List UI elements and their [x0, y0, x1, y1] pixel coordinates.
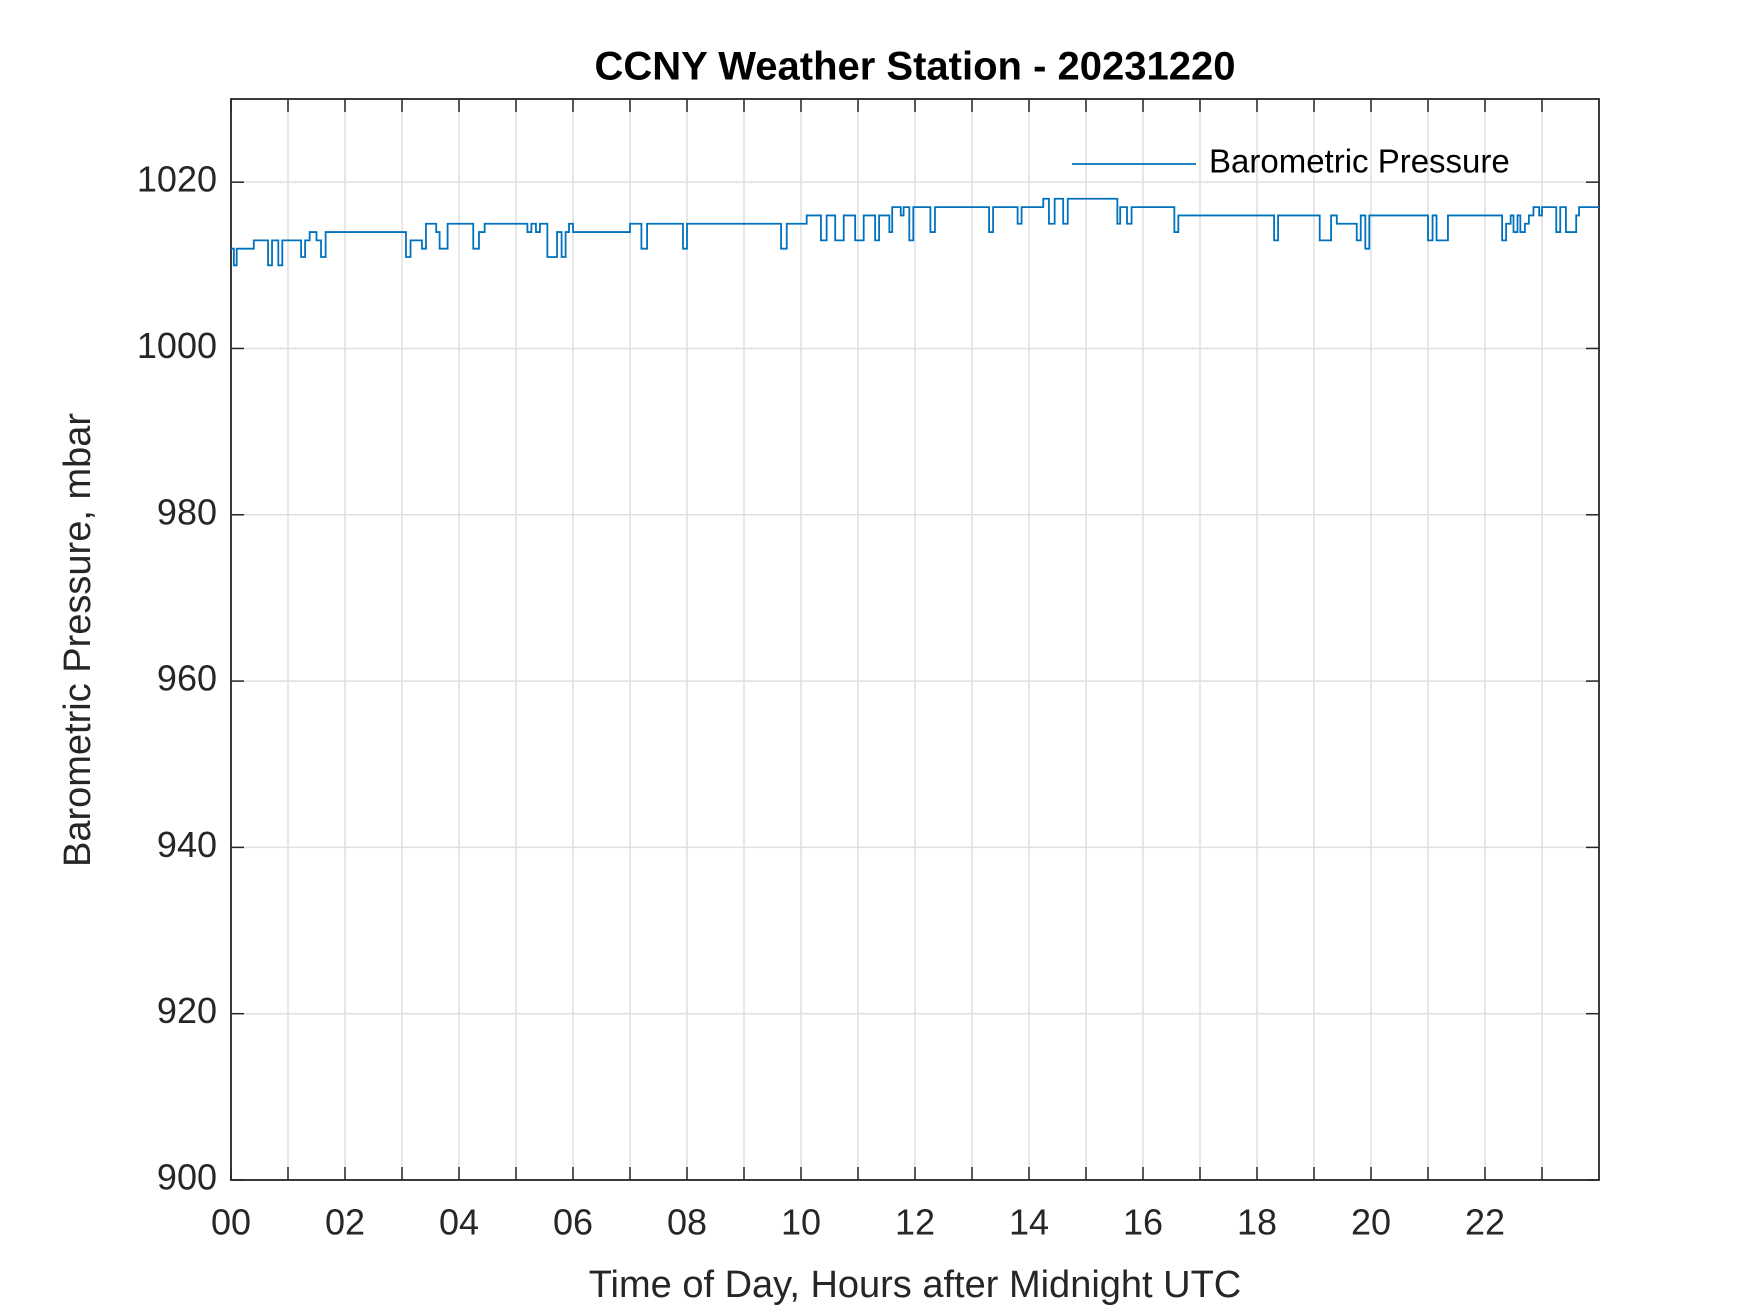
grid — [230, 99, 1599, 1181]
y-tick-label: 920 — [157, 990, 217, 1031]
y-tick-label: 940 — [157, 824, 217, 865]
x-tick-label: 08 — [667, 1202, 707, 1243]
x-tick-label: 18 — [1237, 1202, 1277, 1243]
x-tick-label: 00 — [211, 1202, 251, 1243]
x-tick-label: 04 — [439, 1202, 479, 1243]
legend-label: Barometric Pressure — [1209, 143, 1510, 180]
data-line — [231, 197, 1599, 267]
y-axis-label: Barometric Pressure, mbar — [57, 413, 99, 867]
x-tick-label: 10 — [781, 1202, 821, 1243]
x-axis-label: Time of Day, Hours after Midnight UTC — [589, 1264, 1242, 1306]
y-tick-label: 960 — [157, 658, 217, 699]
x-tick-label: 02 — [325, 1202, 365, 1243]
y-tick-label: 1020 — [137, 159, 217, 200]
plot-frame — [230, 98, 1600, 1181]
x-tick-label: 16 — [1123, 1202, 1163, 1243]
x-tick-label: 22 — [1465, 1202, 1505, 1243]
chart-title: CCNY Weather Station - 20231220 — [595, 45, 1236, 89]
x-tick-label: 12 — [895, 1202, 935, 1243]
y-tick-label: 980 — [157, 491, 217, 532]
y-tick-label: 900 — [157, 1157, 217, 1198]
x-tick-label: 06 — [553, 1202, 593, 1243]
x-tick-label: 20 — [1351, 1202, 1391, 1243]
legend: Barometric Pressure — [1072, 143, 1510, 180]
x-tick-label: 14 — [1009, 1202, 1049, 1243]
y-tick-label: 1000 — [137, 325, 217, 366]
